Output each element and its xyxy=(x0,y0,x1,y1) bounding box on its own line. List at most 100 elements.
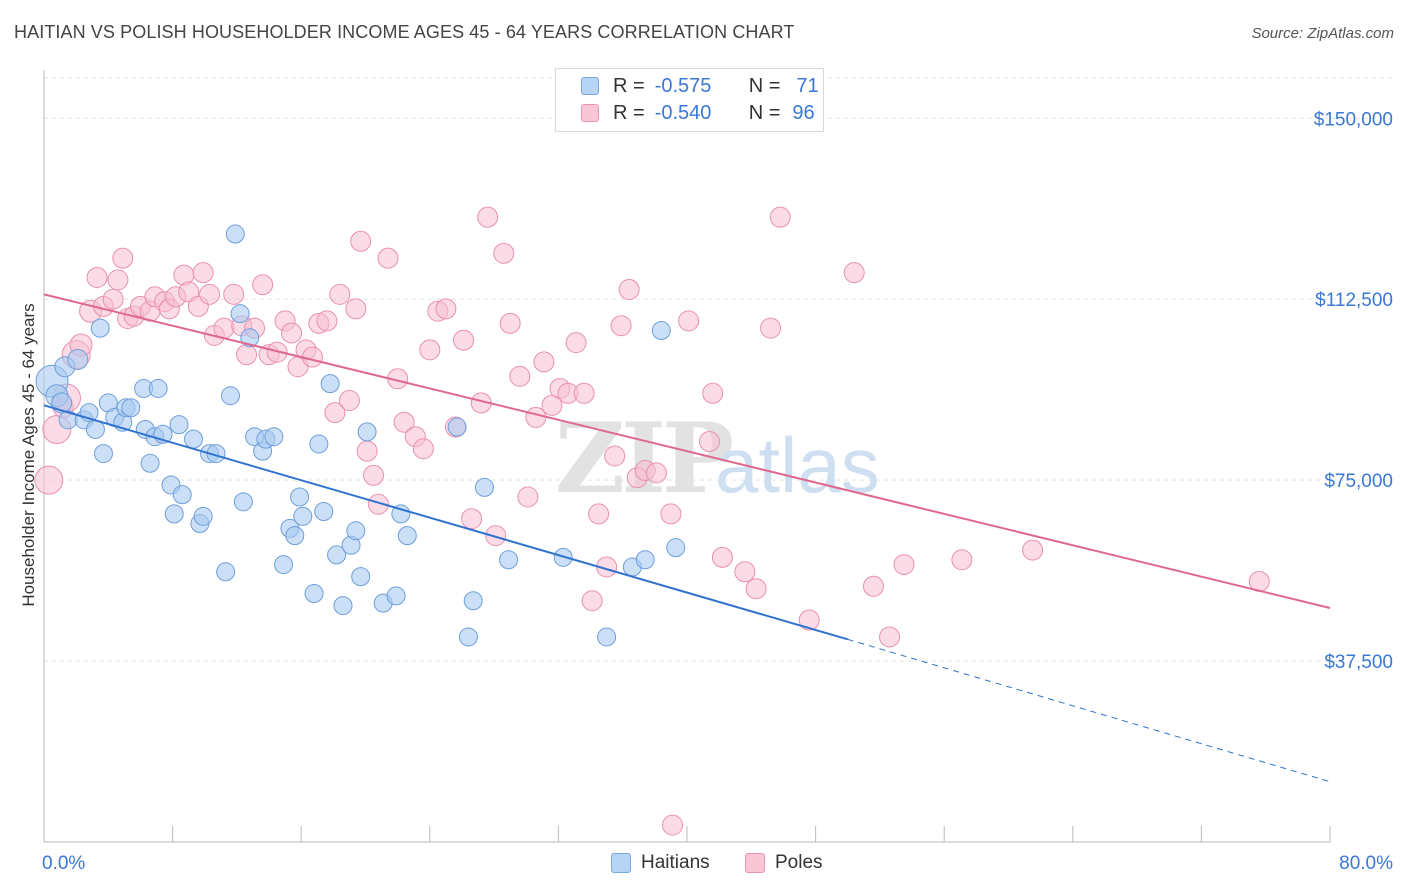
haitians-point xyxy=(169,415,189,435)
poles-point xyxy=(745,578,767,600)
y-tick-label: $37,500 xyxy=(1324,652,1393,673)
stats-legend: R = -0.575 N = 71 R = -0.540 N = 96 xyxy=(555,68,824,132)
poles-point xyxy=(281,322,303,344)
haitians-point xyxy=(397,526,417,546)
poles-point xyxy=(610,315,632,337)
poles-point xyxy=(734,561,756,583)
legend-item-poles: Poles xyxy=(745,852,823,874)
haitians-point xyxy=(225,224,245,244)
poles-point xyxy=(760,317,782,339)
haitians-point xyxy=(357,422,377,442)
haitians-point xyxy=(309,434,329,454)
poles-point xyxy=(356,440,378,462)
poles-point xyxy=(338,390,360,412)
tick-labels: $37,500 $75,000 $112,500 $150,000 0.0% 80.0% xyxy=(42,109,1393,874)
poles-point xyxy=(102,288,124,310)
poles-point xyxy=(329,283,351,305)
poles-point xyxy=(517,486,539,508)
n-label: N = xyxy=(748,74,781,97)
haitians-point xyxy=(240,328,260,348)
poles-point xyxy=(660,503,682,525)
y-tick-label: $150,000 xyxy=(1314,109,1393,130)
haitians-point xyxy=(290,487,310,507)
stats-row-poles: R = -0.540 N = 96 xyxy=(581,101,815,125)
trend-lines xyxy=(43,293,1331,783)
poles-point xyxy=(461,508,483,530)
poles-point xyxy=(178,281,200,303)
x-tick-label: 0.0% xyxy=(42,853,85,874)
haitians-point xyxy=(216,562,236,582)
haitians-point xyxy=(666,538,686,558)
haitians-point xyxy=(220,386,240,406)
poles-point xyxy=(798,609,820,631)
haitians-point xyxy=(67,349,89,370)
haitians-trend-line xyxy=(43,404,849,641)
haitians-point xyxy=(386,586,406,606)
haitians-point xyxy=(304,584,324,604)
poles-point xyxy=(662,814,684,836)
haitians-point xyxy=(90,318,110,338)
poles-point xyxy=(509,365,531,387)
legend-label-haitians: Haitians xyxy=(641,852,710,873)
poles-point xyxy=(316,310,338,332)
r-label: R = xyxy=(613,74,645,97)
haitians-point xyxy=(327,545,347,565)
haitians-trend-extension xyxy=(847,638,1331,783)
poles-point xyxy=(301,346,323,368)
poles-point xyxy=(485,525,507,547)
haitians-point xyxy=(333,596,353,616)
haitians-point xyxy=(651,321,671,341)
poles-point xyxy=(266,341,288,363)
poles-point xyxy=(345,298,367,320)
poles-trend-line xyxy=(43,293,1331,609)
chart-title: HAITIAN VS POLISH HOUSEHOLDER INCOME AGE… xyxy=(14,22,795,42)
x-tick-label: 80.0% xyxy=(1339,853,1393,874)
poles-point xyxy=(236,344,258,366)
poles-point xyxy=(769,206,791,228)
haitians-swatch xyxy=(581,77,599,95)
haitians-point xyxy=(164,504,184,524)
n-label: N = xyxy=(748,101,781,124)
poles-point xyxy=(192,262,214,284)
haitians-point xyxy=(346,521,366,541)
poles-point xyxy=(499,312,521,334)
poles-point xyxy=(252,274,274,296)
haitians-point xyxy=(320,374,340,394)
haitians-point xyxy=(274,555,294,575)
y-tick-label: $75,000 xyxy=(1324,471,1393,492)
haitians-point xyxy=(293,506,313,526)
poles-point xyxy=(843,262,865,284)
poles-point xyxy=(541,394,563,416)
haitians-point xyxy=(183,429,203,449)
haitians-point xyxy=(314,501,334,521)
haitians-point xyxy=(458,627,478,647)
poles-point xyxy=(702,382,724,404)
y-axis-title: Householder Income Ages 45 - 64 years xyxy=(19,303,38,607)
haitians-point xyxy=(93,444,113,464)
haitians-point xyxy=(499,550,519,570)
poles-point xyxy=(1022,539,1044,561)
y-tick-label: $112,500 xyxy=(1315,290,1393,311)
poles-point xyxy=(453,329,475,351)
haitians-point xyxy=(285,526,305,546)
r-value: -0.540 xyxy=(654,101,712,124)
poles-point xyxy=(223,283,245,305)
poles-point xyxy=(350,230,372,252)
poles-point xyxy=(618,279,640,301)
haitians-point xyxy=(172,485,192,505)
poles-point xyxy=(581,590,603,612)
poles-points xyxy=(34,206,1270,836)
haitians-point xyxy=(597,627,617,647)
n-value: 71 xyxy=(796,74,819,97)
r-label: R = xyxy=(613,101,645,124)
n-value: 96 xyxy=(792,101,815,124)
stats-row-haitians: R = -0.575 N = 71 xyxy=(581,74,819,98)
poles-point xyxy=(645,462,667,484)
poles-point xyxy=(199,283,221,305)
haitians-point xyxy=(474,477,494,497)
haitians-point xyxy=(351,567,371,587)
haitians-point xyxy=(447,417,467,437)
poles-point xyxy=(678,310,700,332)
haitians-point xyxy=(264,427,284,447)
